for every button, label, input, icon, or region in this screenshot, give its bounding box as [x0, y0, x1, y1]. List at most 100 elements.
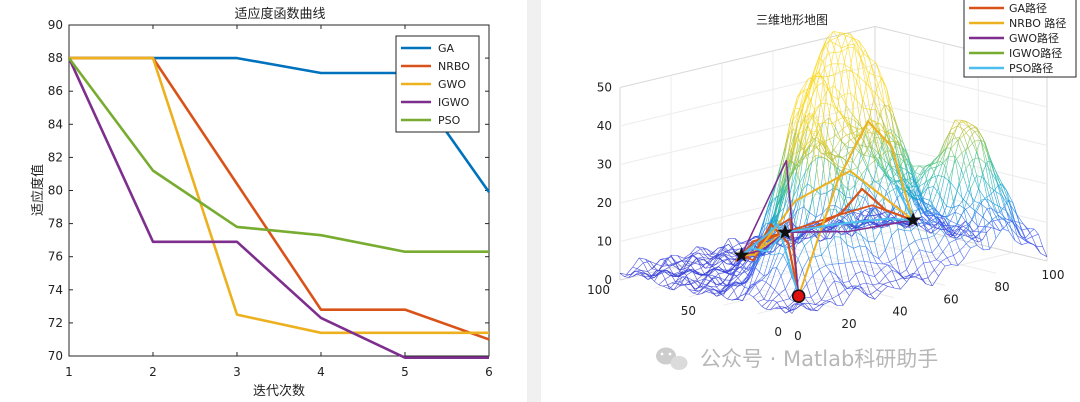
mesh-line — [717, 253, 725, 259]
axes-grid-line — [654, 226, 910, 289]
mesh-line — [814, 109, 820, 125]
mesh-line — [912, 166, 918, 179]
mesh-line — [812, 275, 818, 292]
mesh-line — [917, 262, 924, 270]
mesh-line — [750, 264, 756, 275]
mesh-line — [748, 284, 756, 295]
mesh-line — [790, 132, 796, 155]
mesh-line — [965, 168, 971, 189]
mesh-line — [658, 278, 666, 286]
mesh-line — [955, 152, 963, 161]
mesh-line — [798, 238, 804, 244]
mesh-line — [787, 303, 795, 310]
mesh-line — [936, 251, 944, 261]
mesh-line — [682, 276, 689, 283]
mesh-line — [1012, 202, 1018, 215]
mesh-line — [850, 92, 856, 121]
mesh-line — [867, 65, 872, 81]
mesh-line — [881, 145, 889, 164]
mesh-line — [724, 255, 729, 260]
mesh-line — [950, 148, 956, 161]
mesh-line — [718, 277, 726, 281]
mesh-line — [989, 155, 994, 172]
mesh-line — [861, 235, 869, 242]
mesh-line — [839, 92, 847, 106]
mesh-line — [687, 252, 695, 258]
mesh-line — [720, 284, 728, 287]
mesh-line — [824, 122, 830, 140]
mesh-line — [879, 105, 885, 115]
mesh-line — [767, 199, 773, 209]
mesh-line — [876, 123, 881, 125]
mesh-line — [852, 114, 859, 123]
mesh-line — [805, 146, 811, 172]
mesh-line — [970, 127, 977, 129]
mesh-line — [848, 281, 854, 290]
mesh-line — [867, 160, 875, 167]
mesh-line — [799, 140, 805, 147]
mesh-line — [788, 153, 794, 176]
mesh-line — [950, 156, 956, 183]
mesh-line — [852, 71, 860, 77]
mesh-line — [761, 279, 767, 283]
mesh-line — [946, 233, 951, 237]
mesh-line — [810, 130, 818, 133]
mesh-line — [895, 187, 901, 211]
mesh-line — [797, 174, 803, 195]
mesh-line — [886, 150, 892, 167]
mesh-line — [1001, 195, 1007, 212]
mesh-line — [711, 264, 717, 268]
mesh-line — [805, 138, 813, 146]
fitness-series-pso — [67, 57, 489, 254]
terrain-z-tick-label: 30 — [597, 158, 612, 172]
terrain-legend-label: GA路径 — [1009, 2, 1047, 15]
mesh-line — [702, 256, 710, 260]
mesh-line — [1014, 221, 1020, 223]
mesh-line — [857, 260, 863, 272]
mesh-line — [853, 212, 861, 215]
mesh-line — [857, 288, 865, 294]
mesh-line — [786, 118, 792, 141]
mesh-line — [967, 234, 974, 237]
mesh-line — [903, 143, 909, 155]
mesh-line — [915, 276, 922, 280]
mesh-line — [878, 128, 886, 133]
mesh-line — [1010, 205, 1016, 223]
mesh-line — [912, 182, 917, 187]
mesh-line — [839, 69, 847, 72]
mesh-line — [780, 275, 786, 290]
waypoint-star-marker — [905, 211, 921, 227]
mesh-line — [814, 155, 822, 157]
mesh-line — [958, 199, 964, 206]
mesh-line — [744, 287, 749, 289]
mesh-line — [757, 299, 765, 302]
mesh-line — [838, 262, 845, 264]
mesh-line — [892, 206, 900, 224]
mesh-line — [675, 276, 683, 282]
mesh-line — [950, 140, 958, 149]
mesh-line — [863, 224, 869, 242]
mesh-line — [680, 281, 685, 286]
mesh-line — [619, 272, 625, 277]
mesh-line — [863, 260, 871, 263]
mesh-line — [774, 289, 780, 295]
mesh-line — [729, 283, 735, 291]
mesh-line — [735, 270, 743, 274]
mesh-line — [878, 151, 886, 171]
mesh-line — [913, 272, 920, 276]
fitness-x-tick-label: 3 — [233, 365, 241, 379]
mesh-line — [829, 135, 837, 140]
mesh-line — [961, 119, 969, 127]
mesh-line — [818, 122, 826, 125]
mesh-line — [806, 283, 812, 298]
mesh-line — [731, 298, 737, 301]
mesh-line — [732, 264, 738, 269]
mesh-line — [727, 284, 732, 286]
mesh-line — [874, 155, 881, 162]
mesh-line — [963, 128, 971, 136]
mesh-line — [846, 134, 852, 140]
fitness-x-axis-label: 迭代次数 — [253, 383, 305, 399]
mesh-line — [679, 264, 687, 271]
mesh-line — [942, 251, 948, 258]
mesh-line — [817, 213, 823, 225]
